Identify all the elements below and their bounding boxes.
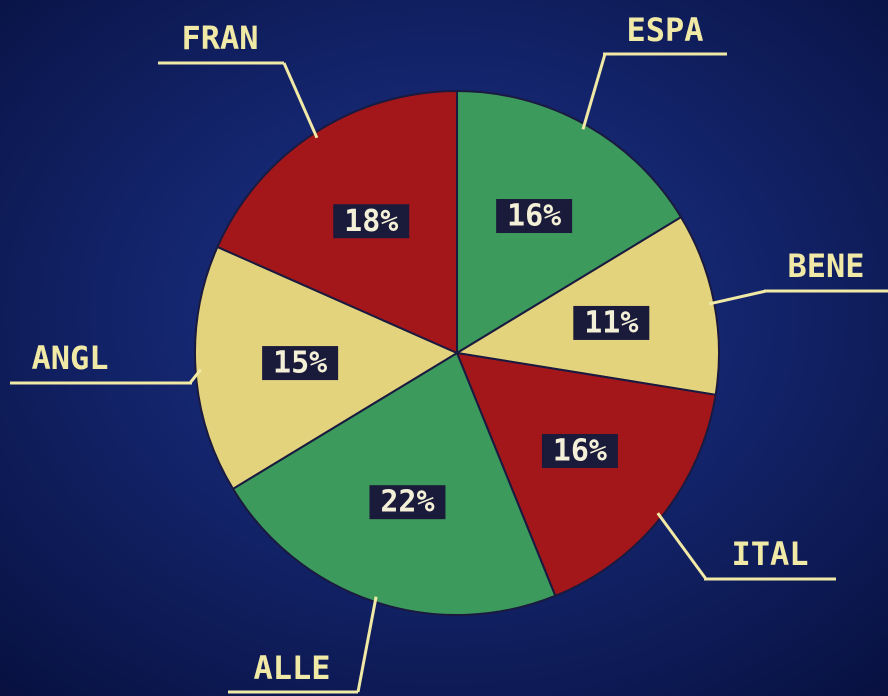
- category-label: BENE: [787, 247, 864, 285]
- category-label: ALLE: [253, 649, 330, 687]
- value-label: 22%: [380, 485, 434, 520]
- category-label: ESPA: [626, 11, 703, 49]
- category-label: ANGL: [31, 339, 108, 377]
- category-label: FRAN: [181, 19, 258, 57]
- value-label: 16%: [507, 199, 561, 234]
- value-label: 16%: [553, 434, 607, 469]
- value-label: 18%: [344, 204, 398, 239]
- value-label: 15%: [273, 346, 327, 381]
- category-label: ITAL: [731, 535, 808, 573]
- chart: 16% ESPA 11% BENE 16% ITAL 22% ALLE 15% ANGL 18% FR…: [0, 0, 888, 696]
- value-label: 11%: [584, 305, 638, 340]
